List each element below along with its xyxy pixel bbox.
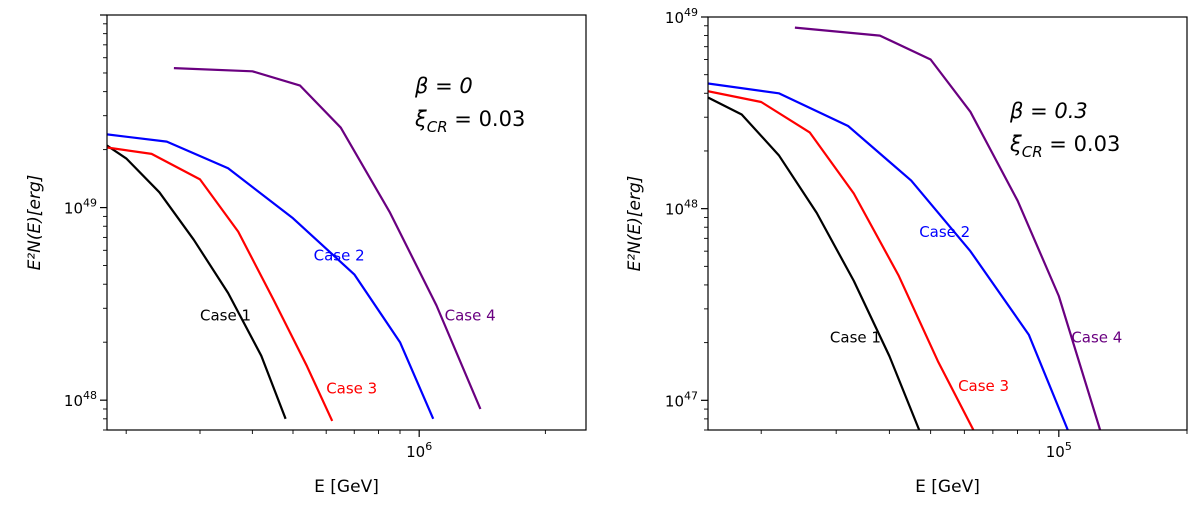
beta-annotation: β = 0.3	[1009, 99, 1088, 123]
y-tick-label: 1048	[665, 198, 698, 219]
y-tick-label: 1048	[64, 389, 97, 410]
beta-annotation: β = 0	[414, 74, 473, 98]
series-line-case-4	[173, 67, 482, 410]
plot-frame	[707, 16, 1188, 431]
series-line-case-2	[708, 82, 1069, 430]
series-line-case-3	[107, 146, 334, 422]
y-axis-label: E²N(E)[erg]	[625, 176, 645, 272]
plot-frame	[106, 14, 587, 431]
case-label: Case 3	[326, 380, 377, 398]
case-label: Case 1	[200, 306, 251, 324]
case-label: Case 4	[1071, 329, 1122, 347]
series-line-case-4	[794, 26, 1102, 430]
y-tick-label: 1047	[665, 389, 698, 410]
series-line-case-1	[107, 144, 287, 420]
series-line-case-3	[708, 90, 975, 430]
xi-annotation: ξCR = 0.03	[1009, 132, 1120, 161]
y-axis-label: E²N(E)[erg]	[25, 175, 45, 271]
case-label: Case 4	[445, 306, 496, 324]
left-panel: Case 1 Case 2 Case 3 Case 4 106 1048 1049 E [Ge…	[25, 14, 587, 497]
case-label: Case 2	[919, 223, 970, 241]
x-axis-label: E [GeV]	[915, 477, 980, 497]
y-tick-label: 1049	[64, 197, 97, 218]
y-tick-label: 1049	[665, 6, 698, 27]
case-label: Case 1	[830, 329, 881, 347]
tick-marks	[701, 16, 1188, 437]
series-line-case-2	[107, 133, 435, 420]
case-label: Case 3	[958, 377, 1009, 395]
case-label: Case 2	[314, 247, 365, 265]
right-panel: Case 1 Case 2 Case 3 Case 4 105 1047 1048 1049 E…	[625, 6, 1188, 497]
xi-annotation: ξCR = 0.03	[414, 107, 525, 136]
x-tick-label: 106	[406, 440, 432, 461]
tick-marks	[100, 14, 546, 437]
series-line-case-1	[708, 96, 921, 430]
x-tick-label: 105	[1046, 440, 1072, 461]
x-axis-label: E [GeV]	[314, 477, 379, 497]
